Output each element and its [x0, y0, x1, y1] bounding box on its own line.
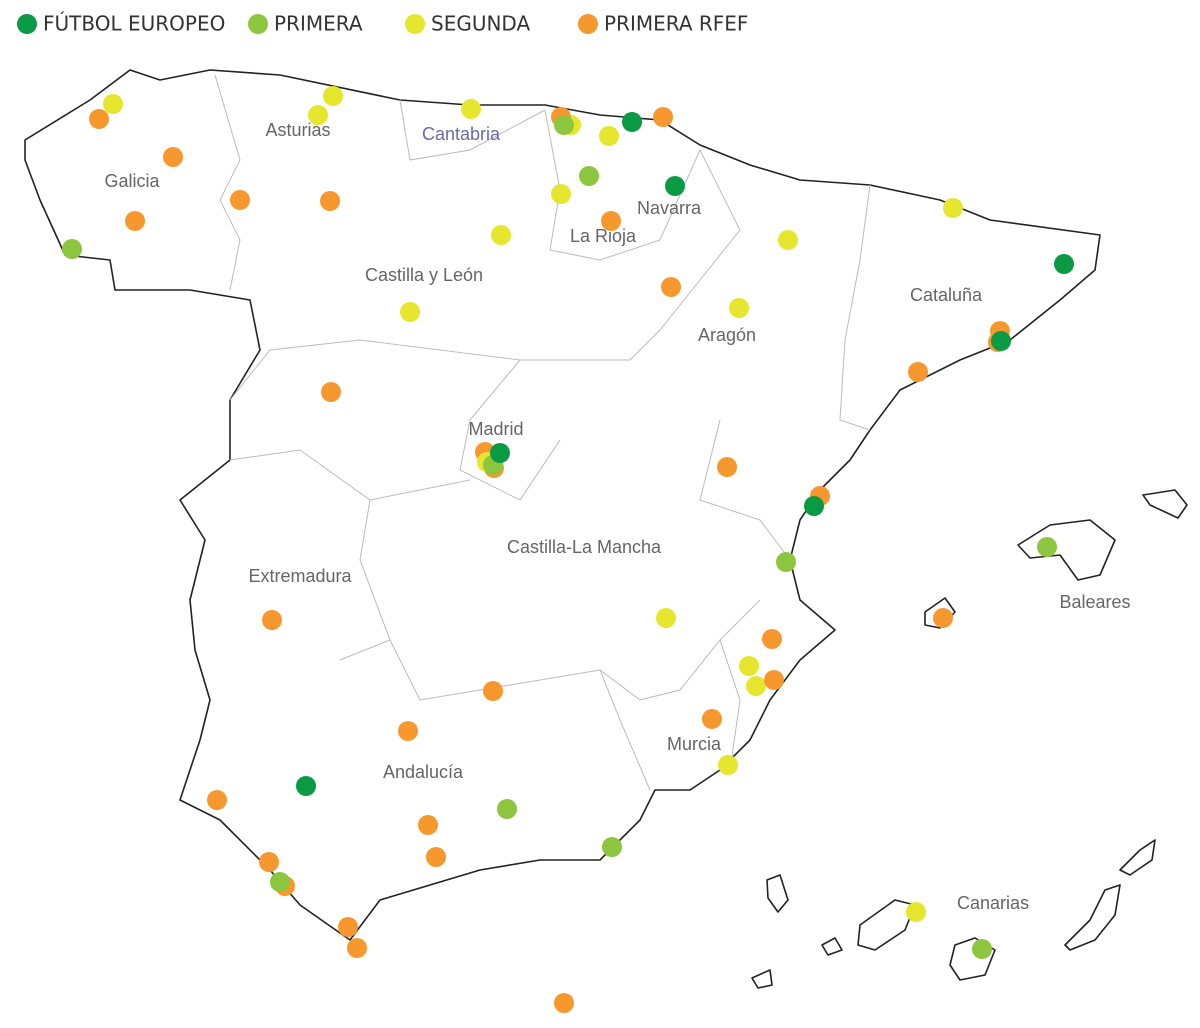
region-label: Cantabria [422, 124, 501, 144]
region-label: Asturias [265, 120, 330, 140]
club-dot [729, 298, 749, 318]
legend: FÚTBOL EUROPEO PRIMERA SEGUNDA PRIMERA RFEF [17, 12, 748, 36]
club-dot [778, 230, 798, 250]
club-dot [622, 112, 642, 132]
club-dot [338, 917, 358, 937]
club-dot [207, 790, 227, 810]
club-dot [163, 147, 183, 167]
club-dot [323, 86, 343, 106]
club-dot [933, 608, 953, 628]
club-dot [653, 107, 673, 127]
club-dot [400, 302, 420, 322]
region-label: Cataluña [910, 285, 983, 305]
club-dot [943, 198, 963, 218]
club-dot [320, 191, 340, 211]
club-dot [125, 211, 145, 231]
club-dot [579, 166, 599, 186]
club-dot [230, 190, 250, 210]
club-dot [665, 176, 685, 196]
club-dot [908, 362, 928, 382]
peninsula [24, 69, 1101, 941]
club-dot [490, 443, 510, 463]
land [24, 69, 1188, 989]
la-palma [766, 874, 789, 913]
club-dot [601, 211, 621, 231]
club-dot [1054, 254, 1074, 274]
region-label: Extremadura [248, 566, 352, 586]
club-dots [62, 86, 1074, 1013]
club-dot [347, 938, 367, 958]
club-dot [259, 852, 279, 872]
club-dot [656, 608, 676, 628]
club-dot [776, 552, 796, 572]
club-dot [599, 126, 619, 146]
club-dot [483, 681, 503, 701]
club-dot [103, 94, 123, 114]
legend-label: PRIMERA [274, 12, 363, 36]
club-dot [296, 776, 316, 796]
legend-label: SEGUNDA [431, 12, 530, 36]
club-dot [497, 799, 517, 819]
legend-swatch [405, 14, 425, 34]
club-dot [418, 815, 438, 835]
club-dot [491, 225, 511, 245]
legend-label: PRIMERA RFEF [604, 12, 748, 36]
fuerteventura [1064, 884, 1121, 951]
region-label: Navarra [637, 198, 702, 218]
club-dot [762, 629, 782, 649]
menorca [1142, 489, 1188, 519]
club-dot [661, 277, 681, 297]
club-dot [739, 656, 759, 676]
club-dot [906, 902, 926, 922]
club-dot [262, 610, 282, 630]
club-dot [972, 939, 992, 959]
tenerife [857, 899, 916, 951]
region-label: Madrid [468, 419, 523, 439]
club-dot [551, 184, 571, 204]
lanzarote [1119, 839, 1156, 876]
region-label: Murcia [667, 734, 722, 754]
mallorca [1017, 519, 1116, 581]
club-dot [89, 109, 109, 129]
region-label: Canarias [957, 893, 1029, 913]
club-dot [804, 496, 824, 516]
club-dot [308, 105, 328, 125]
legend-label: FÚTBOL EUROPEO [43, 12, 225, 36]
club-dot [554, 115, 574, 135]
el-hierro [751, 969, 773, 989]
club-dot [270, 872, 290, 892]
club-dot [461, 99, 481, 119]
club-dot [746, 676, 766, 696]
region-borders [214, 74, 871, 791]
region-label: Aragón [698, 325, 756, 345]
club-dot [991, 331, 1011, 351]
borders [214, 74, 871, 791]
club-dot [702, 709, 722, 729]
club-dot [62, 239, 82, 259]
club-dot [398, 721, 418, 741]
region-label: Baleares [1059, 592, 1130, 612]
club-dot [717, 457, 737, 477]
legend-swatch [17, 14, 37, 34]
club-dot [321, 382, 341, 402]
club-dot [718, 755, 738, 775]
region-label: Andalucía [383, 762, 464, 782]
region-label: Galicia [104, 171, 160, 191]
region-label: Castilla y León [365, 265, 483, 285]
club-dot [602, 837, 622, 857]
la-gomera [821, 937, 843, 956]
club-dot [1037, 537, 1057, 557]
club-dot [554, 993, 574, 1013]
club-dot [764, 670, 784, 690]
legend-swatch [248, 14, 268, 34]
club-dot [426, 847, 446, 867]
legend-swatch [578, 14, 598, 34]
region-label: Castilla-La Mancha [507, 537, 662, 557]
region-label: La Rioja [570, 226, 637, 246]
